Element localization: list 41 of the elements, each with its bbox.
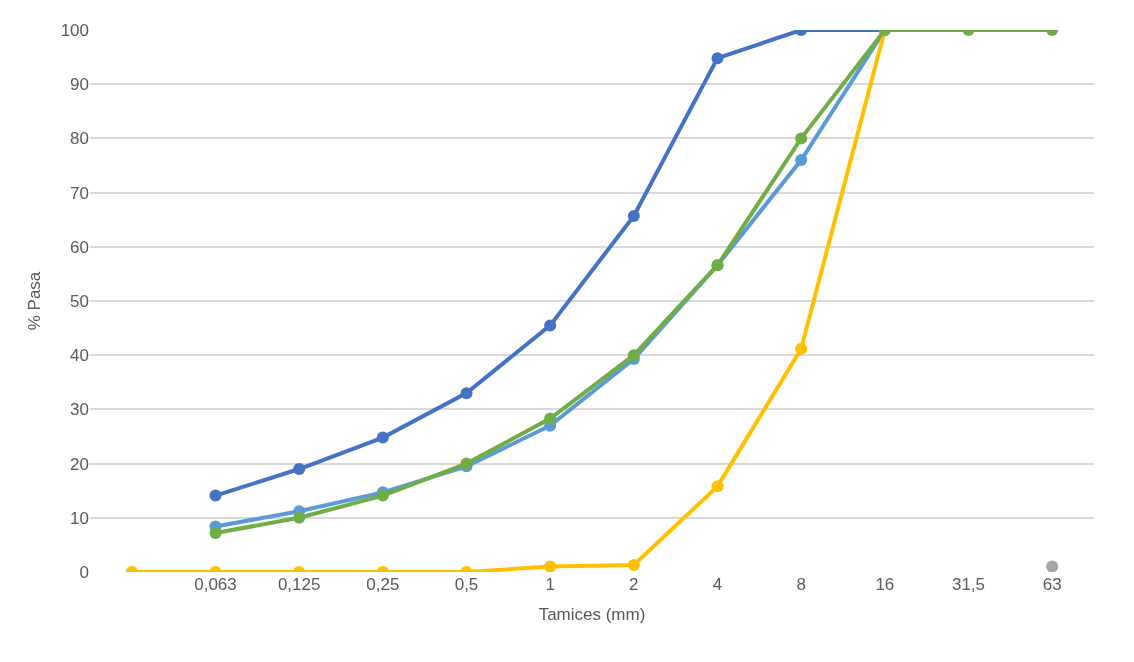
point	[209, 526, 222, 539]
point	[711, 52, 724, 65]
x-tick-label: 0,25	[366, 575, 400, 594]
point	[795, 342, 808, 355]
y-tick-label: 50	[70, 291, 89, 311]
x-tick-label: 63	[1042, 575, 1062, 594]
x-tick-label: 31,5	[951, 575, 986, 594]
point	[293, 511, 306, 524]
point	[544, 412, 557, 425]
x-tick-label: 0,125	[277, 575, 321, 594]
x-tick-label: 0,063	[194, 575, 237, 594]
y-tick-label: 20	[70, 454, 89, 474]
x-tick-label: 0,5	[454, 575, 479, 594]
point	[1046, 560, 1059, 572]
x-axis-title: Tamices (mm)	[538, 605, 646, 625]
y-tick-label: 60	[70, 237, 89, 257]
point	[795, 154, 808, 167]
x-tick-label: 16	[875, 575, 895, 594]
point	[627, 558, 640, 571]
point	[627, 209, 640, 222]
y-tick-label: 10	[70, 508, 89, 528]
x-tick-label: 8	[796, 575, 806, 594]
y-tick-label: 80	[70, 129, 89, 149]
y-tick-label: 90	[70, 75, 89, 95]
y-tick-label: 100	[60, 20, 89, 40]
y-tick-label: 30	[70, 400, 89, 420]
point	[544, 560, 557, 572]
y-tick-label: 40	[70, 346, 89, 366]
y-axis-title: % Pasa	[25, 271, 45, 331]
point	[795, 132, 808, 145]
point	[544, 319, 557, 332]
point	[711, 480, 724, 493]
point	[376, 431, 389, 444]
y-tick-label: 0	[79, 562, 89, 582]
point	[460, 387, 473, 400]
point	[293, 463, 306, 476]
x-tick-label: 4	[712, 575, 723, 594]
y-tick-label: 70	[70, 183, 89, 203]
x-tick-label: 1	[545, 575, 555, 594]
point	[209, 489, 222, 502]
x-tick-label: 2	[629, 575, 639, 594]
